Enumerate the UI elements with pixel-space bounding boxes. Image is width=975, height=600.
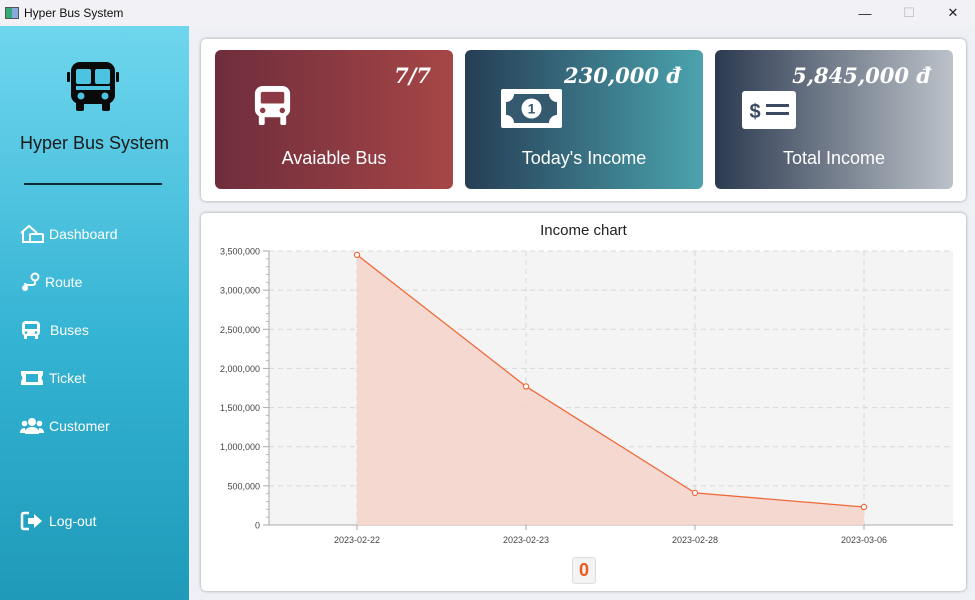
data-point xyxy=(860,503,868,511)
bus-front-icon xyxy=(67,62,119,111)
svg-text:1: 1 xyxy=(528,101,536,117)
sidebar-item-route[interactable]: Route xyxy=(20,269,82,295)
sidebar-item-label: Customer xyxy=(49,418,110,434)
sidebar-item-label: Route xyxy=(45,274,83,290)
y-tick-label: 2,500,000 xyxy=(220,325,260,335)
route-icon xyxy=(22,272,40,291)
y-tick-label: 1,000,000 xyxy=(220,442,260,452)
users-icon xyxy=(20,418,44,434)
x-tick-label: 2023-02-23 xyxy=(503,535,549,545)
y-tick-label: 3,500,000 xyxy=(220,247,260,257)
bus-icon xyxy=(22,321,40,339)
area-fill xyxy=(357,254,864,525)
todays-income-card: 1 230,000 đ Today's Income xyxy=(465,50,703,189)
total-income-card: $ 5,845,000 đ Total Income xyxy=(715,50,953,189)
chart-title: Income chart xyxy=(540,222,627,239)
y-tick-label: 3,000,000 xyxy=(220,286,260,296)
divider xyxy=(24,183,162,185)
total-income-label: Total Income xyxy=(782,148,886,168)
money-bill-icon: 1 xyxy=(501,89,562,128)
sidebar-item-customer[interactable]: Customer xyxy=(20,413,110,439)
check-icon: $ xyxy=(742,91,796,129)
available-bus-value: 7/7 xyxy=(394,63,431,88)
data-point xyxy=(353,251,361,259)
income-chart: 0 500,000 1,000,000 1,500,000 2,000,000 2,500… xyxy=(220,247,953,545)
income-chart-panel: Income chart 0 500,000 1,000,000 1,500,000 2… xyxy=(201,213,966,591)
x-tick-label: 2023-02-22 xyxy=(334,535,380,545)
todays-income-label: Today's Income xyxy=(521,148,647,168)
data-point xyxy=(522,383,530,390)
y-tick-label: 1,500,000 xyxy=(220,403,260,413)
title-bar: Hyper Bus System — ☐ ✕ xyxy=(0,0,975,26)
todays-income-value: 230,000 đ xyxy=(564,63,681,88)
sidebar-item-label: Ticket xyxy=(49,370,86,386)
total-income-value: 5,845,000 đ xyxy=(792,63,931,88)
sidebar-item-buses[interactable]: Buses xyxy=(20,317,89,343)
home-dashboard-icon xyxy=(20,224,44,243)
series-line xyxy=(356,254,865,508)
close-button[interactable]: ✕ xyxy=(947,5,959,20)
sidebar-item-label: Dashboard xyxy=(49,226,118,242)
y-tick-label: 0 xyxy=(255,521,260,531)
sidebar-item-ticket[interactable]: Ticket xyxy=(20,365,86,391)
sidebar-item-label: Log-out xyxy=(49,513,97,529)
maximize-button[interactable]: ☐ xyxy=(903,5,915,20)
y-tick-label: 2,000,000 xyxy=(220,364,260,374)
sidebar-item-dashboard[interactable]: Dashboard xyxy=(20,221,118,247)
data-point xyxy=(691,489,699,497)
window-title: Hyper Bus System xyxy=(24,6,124,20)
stats-panel: 7/7 Avaiable Bus 1 230,000 đ Today's Inc… xyxy=(201,39,966,201)
y-tick-label: 500,000 xyxy=(227,481,260,491)
sidebar-item-label: Buses xyxy=(50,322,89,338)
available-bus-label: Avaiable Bus xyxy=(281,148,387,168)
x-tick-label: 2023-02-28 xyxy=(672,535,718,545)
window-controls: — ☐ ✕ xyxy=(843,0,975,26)
app-icon xyxy=(5,7,19,19)
available-bus-card: 7/7 Avaiable Bus xyxy=(215,50,453,189)
bus-icon xyxy=(254,85,291,126)
ticket-icon xyxy=(21,371,43,385)
counter-badge[interactable]: 0 xyxy=(572,557,596,584)
brand-name: Hyper Bus System xyxy=(19,133,170,153)
x-tick-label: 2023-03-06 xyxy=(841,535,887,545)
minimize-button[interactable]: — xyxy=(858,5,872,21)
svg-text:$: $ xyxy=(749,101,760,123)
logout-icon xyxy=(20,511,42,531)
sidebar: Hyper Bus System Dashboard Route Buses xyxy=(0,26,189,600)
sidebar-item-logout[interactable]: Log-out xyxy=(20,508,96,534)
